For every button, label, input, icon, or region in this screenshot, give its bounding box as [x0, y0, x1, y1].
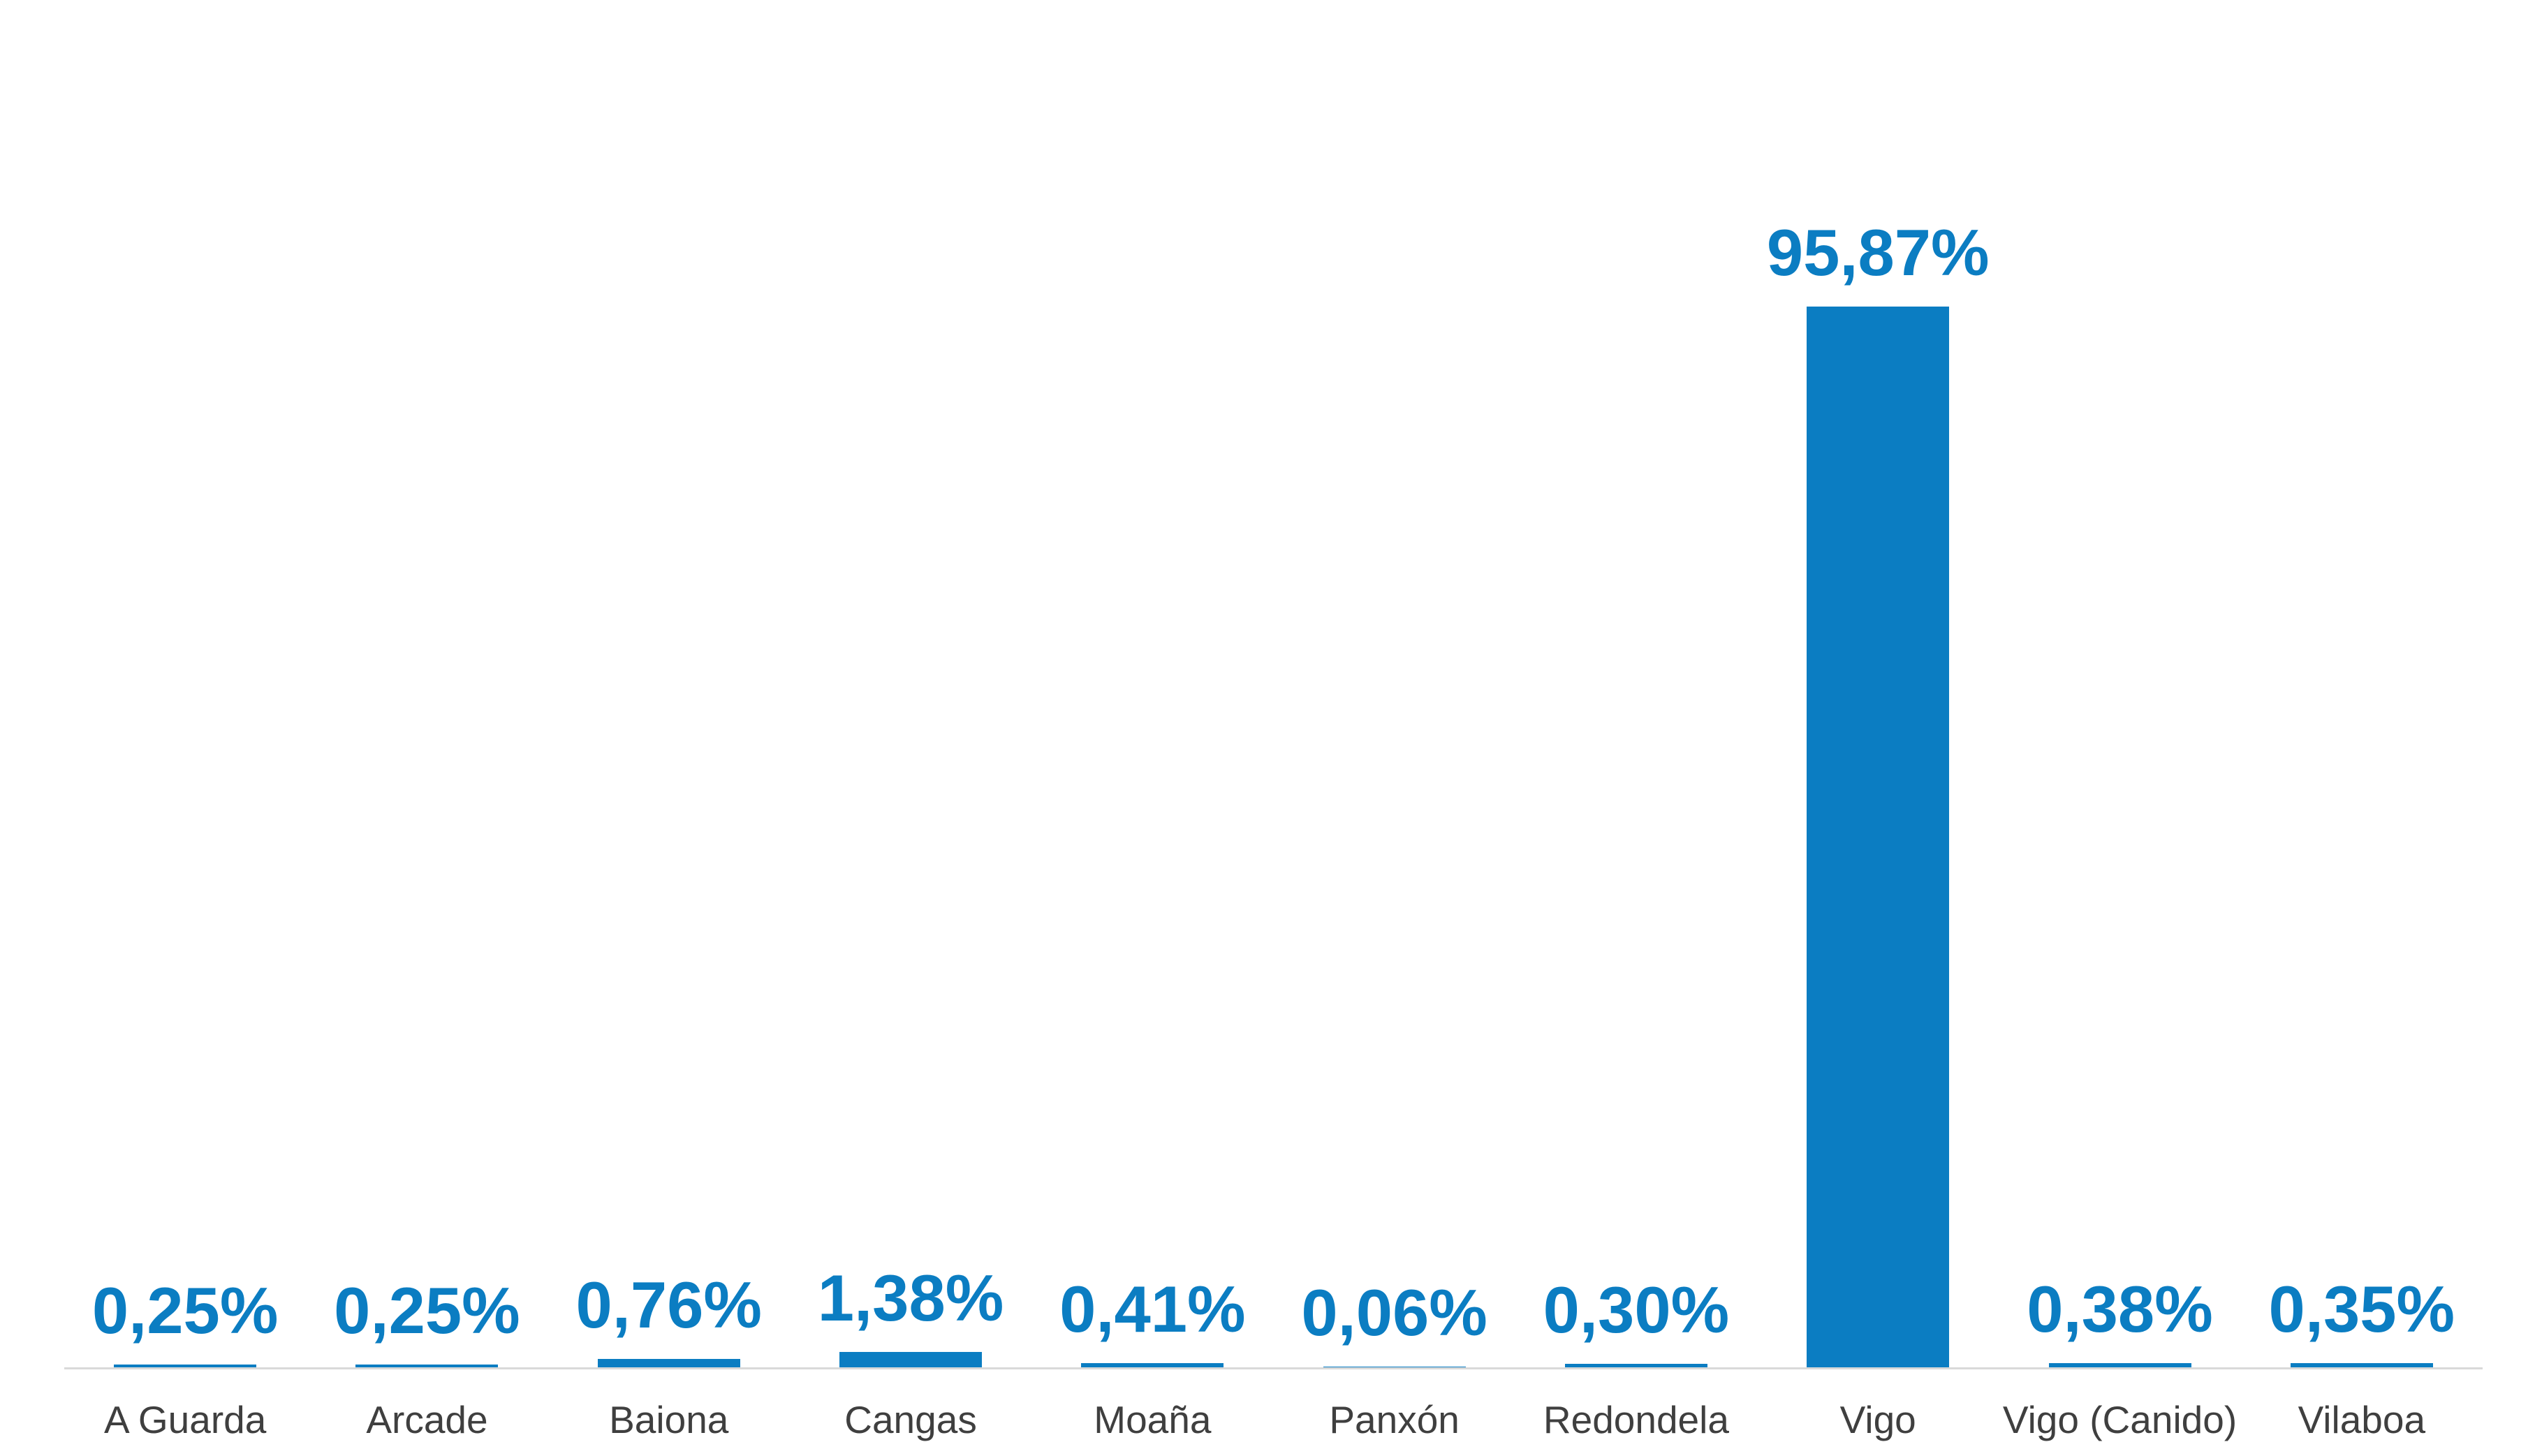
category-label: A Guarda	[103, 1398, 267, 1441]
bar	[2290, 1363, 2433, 1367]
bar	[597, 1358, 740, 1367]
bar	[1564, 1364, 1707, 1367]
plot-area: 0,25% 0,25% 0,76% 1,38% 0,41% 0,06% 0,30…	[64, 0, 2483, 1369]
bar-column: 95,87%	[1757, 0, 1999, 1367]
category-label: Cangas	[844, 1398, 977, 1441]
category-label: Vigo	[1839, 1398, 1916, 1441]
bar-value-label: 0,35%	[2268, 1272, 2455, 1346]
bar-column: 0,25%	[306, 0, 548, 1367]
category-label: Redondela	[1543, 1398, 1729, 1441]
bar-value-label: 0,76%	[575, 1267, 763, 1341]
bar	[114, 1365, 257, 1367]
bar	[1807, 307, 1950, 1367]
bar	[2048, 1362, 2191, 1367]
bar	[839, 1352, 983, 1367]
bar-column: 0,25%	[64, 0, 306, 1367]
bar-value-label: 0,25%	[334, 1274, 520, 1348]
bar-value-label: 0,41%	[1059, 1272, 1246, 1346]
bar-column: 0,06%	[1273, 0, 1515, 1367]
bar-value-label: 95,87%	[1766, 216, 1990, 289]
bar-value-label: 0,38%	[2027, 1272, 2213, 1346]
bar-column: 1,38%	[790, 0, 1031, 1367]
bar-column: 0,41%	[1031, 0, 1273, 1367]
bar-value-label: 0,30%	[1543, 1273, 1730, 1347]
category-label: Vilaboa	[2298, 1398, 2426, 1441]
bar-value-label: 1,38%	[817, 1261, 1004, 1335]
bar-value-label: 0,25%	[91, 1274, 279, 1348]
bar-column: 0,30%	[1515, 0, 1757, 1367]
category-label: Moaña	[1094, 1398, 1212, 1441]
category-label: Arcade	[366, 1398, 488, 1441]
category-label: Panxón	[1329, 1398, 1460, 1441]
bar-column: 0,38%	[1999, 0, 2240, 1367]
category-label: Vigo (Canido)	[2002, 1398, 2238, 1441]
bar-column: 0,35%	[2241, 0, 2483, 1367]
bar-column: 0,76%	[548, 0, 790, 1367]
bar-value-label: 0,06%	[1301, 1276, 1487, 1350]
bar	[355, 1365, 499, 1367]
bar	[1081, 1362, 1224, 1367]
category-label: Baiona	[609, 1398, 729, 1441]
x-axis-labels: A Guarda Arcade Baiona Cangas Moaña Panx…	[64, 1369, 2483, 1441]
